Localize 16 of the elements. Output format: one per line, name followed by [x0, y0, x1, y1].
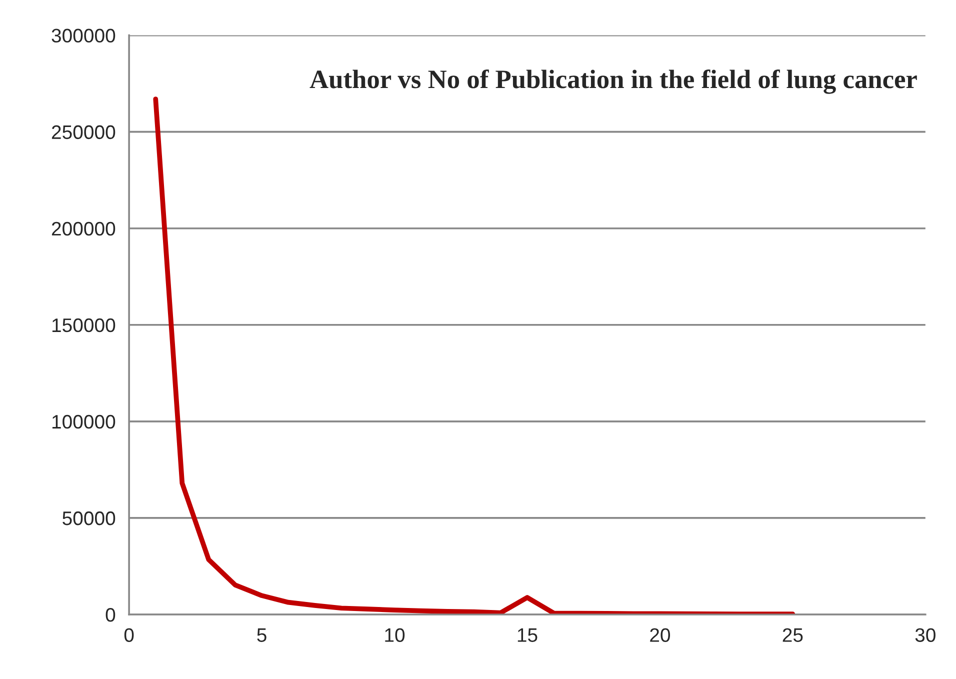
y-tick-label: 100000 — [52, 414, 116, 429]
y-tick-label: 50000 — [62, 511, 116, 526]
y-tick-label: 0 — [106, 608, 116, 622]
x-tick-label: 30 — [915, 628, 936, 642]
x-tick-label: 0 — [124, 628, 134, 642]
y-tick-label: 300000 — [52, 28, 116, 43]
x-tick-label: 10 — [385, 628, 405, 642]
x-tick-label: 20 — [650, 628, 670, 642]
y-tick-label: 200000 — [52, 222, 116, 236]
y-tick-label: 250000 — [52, 125, 116, 140]
x-tick-label: 15 — [518, 628, 538, 642]
y-tick-label: 150000 — [52, 318, 116, 332]
text: Author vs No of Publication in the field of lung cancer — [310, 69, 917, 94]
line-series — [153, 96, 796, 614]
x-tick-label: 25 — [782, 628, 803, 642]
x-tick-label: 5 — [257, 628, 266, 642]
